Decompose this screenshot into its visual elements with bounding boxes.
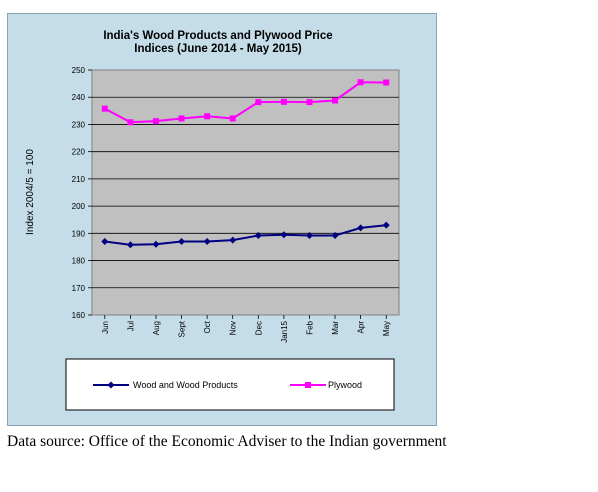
x-tick-label-Mar: Mar: [331, 321, 340, 335]
series-0-point-2: [152, 240, 160, 248]
series-1-point-5: [229, 115, 236, 122]
series-0-point-9: [331, 232, 339, 240]
chart-title-line-1: India's Wood Products and Plywood Price: [103, 30, 332, 42]
series-0-point-5: [229, 236, 237, 244]
y-tick-label-180: 180: [72, 257, 86, 266]
series-0-point-1: [126, 241, 134, 249]
x-axis-ticks: Jun Jul Aug Sept Oct Nov Dec Jan15 Feb Mar Apr May: [101, 315, 391, 343]
y-tick-label-230: 230: [72, 120, 86, 129]
x-tick-label-Jun: Jun: [101, 321, 110, 334]
legend: Wood and Wood Products Plywood: [93, 380, 362, 390]
series-1-point-7: [280, 98, 287, 105]
x-tick-label-Apr: Apr: [357, 321, 366, 334]
x-tick-label-Aug: Aug: [152, 321, 161, 335]
series-0-point-10: [357, 224, 365, 232]
x-tick-label-Nov: Nov: [229, 321, 238, 335]
y-tick-label-160: 160: [72, 311, 86, 320]
y-tick-label-170: 170: [72, 284, 86, 293]
series-0-point-6: [254, 232, 262, 240]
x-tick-label-Jan15: Jan15: [280, 320, 289, 342]
chart-figure: India's Wood Products and Plywood Price …: [7, 13, 437, 426]
x-tick-label-Jul: Jul: [126, 321, 135, 331]
y-tick-label-240: 240: [72, 93, 86, 102]
series-line-1: [104, 81, 387, 124]
data-source-caption: Data source: Office of the Economic Advi…: [7, 433, 447, 450]
series-1-point-6: [255, 99, 262, 106]
series-0-point-8: [305, 232, 313, 240]
legend-marker-0: [107, 381, 115, 389]
x-tick-label-Sept: Sept: [178, 320, 187, 337]
plot-area: [91, 69, 400, 316]
line-chart: India's Wood Products and Plywood Price …: [25, 30, 400, 411]
series-0-point-4: [203, 238, 211, 245]
series-1-point-9: [332, 97, 339, 104]
grid-lines: [92, 96, 399, 289]
y-tick-label-210: 210: [72, 175, 86, 184]
series-1-point-3: [178, 115, 185, 122]
series-0-point-3: [178, 238, 186, 245]
series-1-point-8: [306, 99, 313, 106]
x-tick-label-Oct: Oct: [203, 320, 212, 333]
y-tick-label-250: 250: [72, 66, 86, 75]
series-0-point-0: [101, 238, 109, 245]
series-0-point-11: [382, 221, 390, 229]
legend-label-1: Plywood: [328, 380, 362, 390]
x-tick-label-Feb: Feb: [305, 320, 314, 334]
y-tick-label-200: 200: [72, 202, 86, 211]
y-tick-label-220: 220: [72, 148, 86, 157]
x-tick-label-Dec: Dec: [254, 321, 263, 335]
series-line-0: [104, 224, 387, 246]
series-1-point-10: [357, 79, 364, 86]
series-1-point-4: [204, 113, 211, 120]
series-0-point-7: [280, 231, 288, 239]
series-1-point-2: [152, 118, 159, 125]
series-1-point-11: [383, 79, 390, 86]
x-tick-label-May: May: [382, 321, 391, 336]
series-1-point-0: [101, 105, 108, 112]
y-axis-label: Index 2004/5 = 100: [25, 149, 36, 235]
legend-marker-1: [305, 382, 311, 388]
legend-label-0: Wood and Wood Products: [133, 380, 238, 390]
series-group: [101, 79, 390, 249]
y-tick-label-190: 190: [72, 229, 86, 238]
y-axis-ticks: 160 170 180 190 200 210 220 230 240 250: [72, 66, 92, 320]
chart-title-line-2: Indices (June 2014 - May 2015): [134, 43, 302, 55]
series-1-point-1: [127, 119, 134, 126]
